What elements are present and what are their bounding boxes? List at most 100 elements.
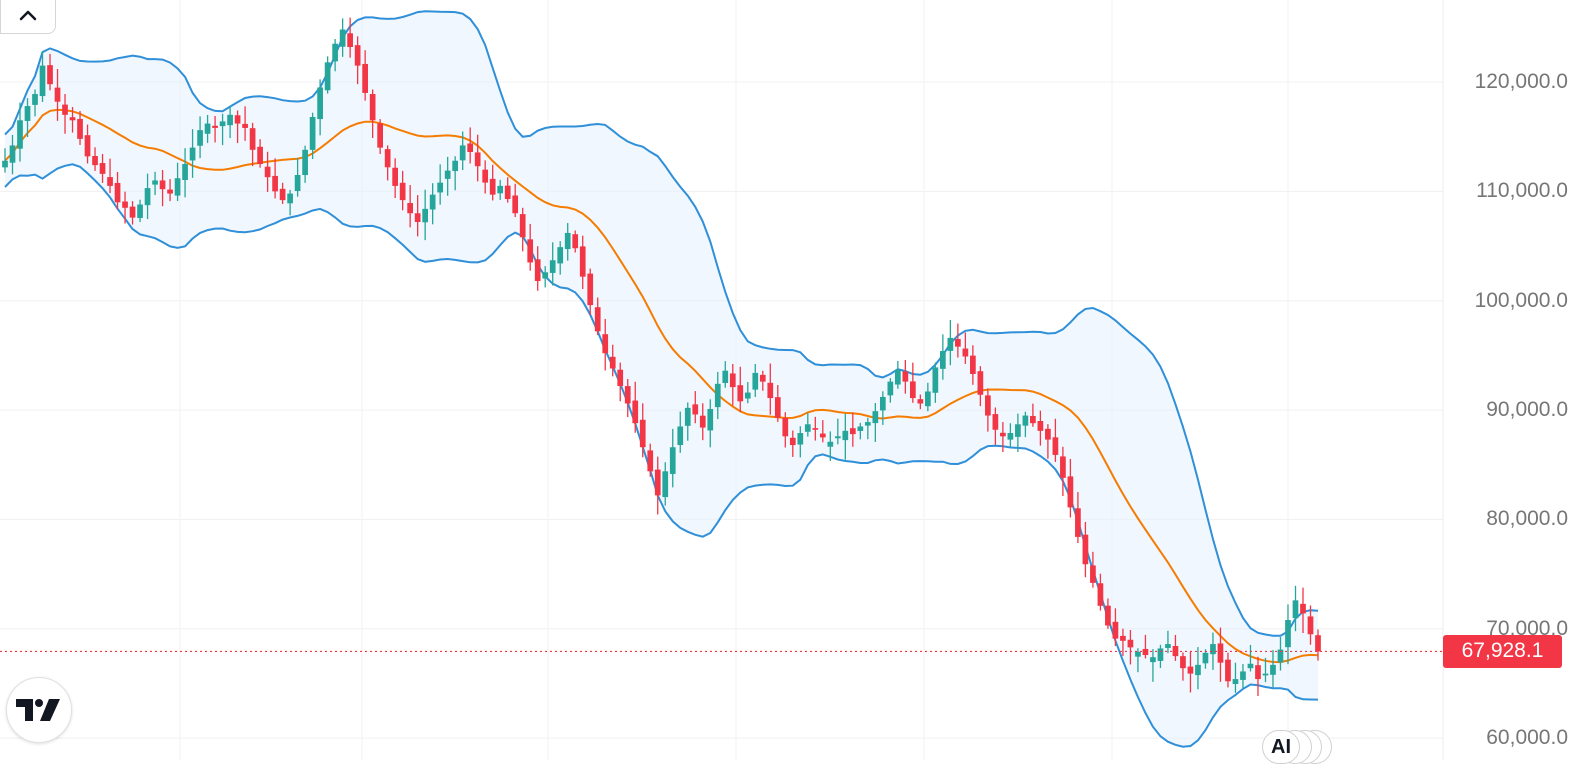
candle	[1150, 649, 1156, 682]
candle-body	[677, 426, 684, 446]
candle	[1232, 662, 1239, 693]
candle-body	[879, 396, 886, 411]
candle-body	[219, 121, 226, 127]
candle	[377, 119, 383, 154]
candle-body	[834, 436, 841, 439]
candle	[1022, 411, 1029, 438]
candle-body	[392, 167, 398, 186]
candle	[684, 402, 691, 441]
candle-body	[159, 180, 166, 190]
candle-body	[602, 334, 609, 354]
candle	[970, 345, 976, 385]
candle-body	[1202, 652, 1209, 664]
candle-body	[617, 369, 624, 387]
candle	[92, 147, 98, 171]
candle	[617, 362, 624, 402]
candle	[1307, 605, 1314, 645]
candle-body	[1120, 635, 1126, 641]
candle-body	[1210, 644, 1216, 655]
candle	[1165, 630, 1171, 654]
candle	[234, 110, 241, 144]
candle	[287, 189, 293, 216]
ai-badge[interactable]: AI	[1262, 730, 1300, 764]
candle	[1262, 657, 1269, 683]
candle-body	[1105, 605, 1111, 626]
candle-body	[722, 370, 729, 383]
candle-body	[594, 307, 601, 332]
candle	[512, 183, 519, 218]
candle	[729, 363, 736, 406]
candle-body	[1000, 432, 1006, 437]
candle	[864, 417, 871, 440]
candle	[774, 385, 781, 422]
candle	[639, 403, 646, 458]
candle	[564, 223, 571, 261]
candle	[812, 416, 819, 441]
candle-body	[1165, 644, 1171, 648]
candle	[1127, 630, 1134, 665]
candle	[767, 363, 774, 415]
candle-body	[1285, 620, 1291, 648]
candle	[842, 413, 849, 460]
candle-body	[77, 118, 83, 139]
candle	[122, 191, 128, 224]
candle-body	[437, 182, 444, 193]
candle-body	[977, 371, 984, 395]
candle-body	[347, 33, 353, 48]
candle	[362, 50, 368, 101]
candle	[497, 179, 504, 200]
candle	[294, 157, 301, 197]
ai-assistant-badges[interactable]: AI	[1262, 730, 1342, 764]
candle-body	[1097, 583, 1104, 606]
candle	[1000, 422, 1006, 453]
candle	[1180, 652, 1186, 681]
candle	[489, 164, 496, 201]
candle	[1255, 656, 1261, 696]
candle	[444, 156, 451, 196]
candle-body	[992, 414, 999, 430]
candle	[369, 89, 376, 139]
candle-body	[1315, 635, 1321, 652]
candle-body	[32, 94, 38, 105]
candle	[1187, 651, 1194, 693]
candle-body	[1157, 648, 1164, 661]
candle-body	[107, 177, 113, 186]
candle	[467, 127, 474, 164]
candle-body	[144, 188, 151, 206]
candle-body	[114, 182, 121, 203]
candle	[542, 266, 549, 288]
candles	[2, 17, 1321, 696]
candle-body	[444, 170, 451, 179]
candle-body	[940, 351, 946, 369]
price-axis-tick-label: 80,000.0	[1486, 507, 1568, 531]
candle	[204, 114, 211, 143]
candle-body	[129, 206, 136, 218]
candle	[1270, 650, 1276, 688]
candle-body	[294, 174, 301, 192]
candle	[99, 153, 106, 183]
candle	[399, 170, 406, 211]
last-price-tag: 67,928.1	[1443, 634, 1562, 668]
tradingview-logo-button[interactable]	[6, 677, 72, 743]
candle-body	[452, 160, 459, 172]
candle-body	[1180, 656, 1186, 669]
candle-body	[632, 400, 639, 424]
candle	[782, 412, 789, 448]
candle	[227, 105, 233, 139]
candle-body	[955, 338, 961, 347]
candle-body	[47, 65, 53, 85]
candle-body	[579, 246, 586, 277]
candle	[699, 403, 706, 441]
candle-body	[849, 428, 856, 435]
candle	[1202, 649, 1209, 669]
candle-body	[182, 164, 188, 181]
candle	[114, 171, 121, 210]
candle-body	[1015, 424, 1021, 437]
candle-body	[227, 114, 233, 126]
candle-body	[909, 381, 916, 399]
candle	[392, 158, 398, 199]
candle-body	[639, 419, 646, 448]
candle	[452, 156, 459, 191]
collapse-button[interactable]	[0, 0, 56, 34]
